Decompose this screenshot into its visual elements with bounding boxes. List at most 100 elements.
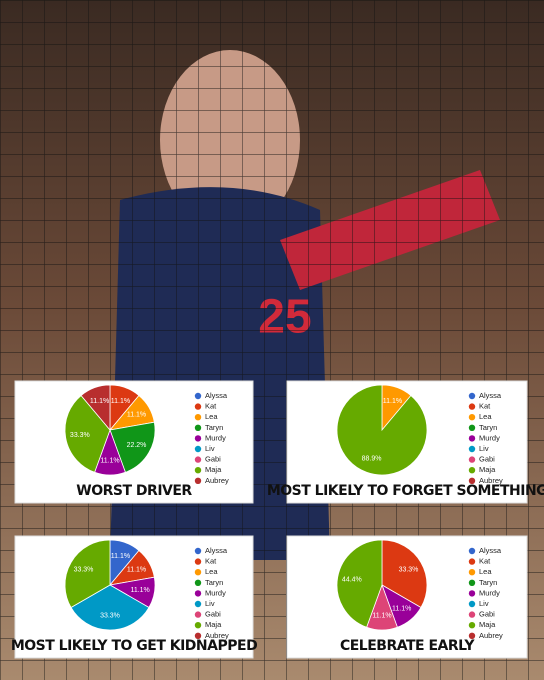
slice-label: 11.1%: [392, 605, 411, 612]
legend-swatch: [194, 477, 202, 484]
legend-swatch: [194, 632, 202, 639]
slice-label: 33.3%: [399, 567, 419, 574]
legend-swatch: [468, 600, 476, 608]
slice-label: 11.1%: [383, 398, 402, 405]
legend-swatch: [194, 579, 202, 586]
slice-label: 11.1%: [127, 567, 146, 574]
legend-swatch: [194, 558, 202, 565]
legend-swatch: [194, 622, 202, 629]
slice-label: 11.1%: [111, 553, 130, 560]
chart-title: WORST DRIVER: [76, 483, 192, 499]
legend-label: Alyssa: [479, 391, 502, 400]
chart-card: 11.1%88.9%AlyssaKatLeaTarynMurdyLivGabiM…: [267, 380, 544, 504]
pie-slice: [70, 584, 150, 631]
legend-label: Kat: [205, 557, 217, 566]
legend-label: Murdy: [205, 433, 226, 442]
chart-card: 11.1%11.1%22.2%11.1%33.3%11.1%AlyssaKatL…: [14, 380, 254, 504]
legend-swatch: [468, 435, 476, 442]
legend-swatch: [468, 579, 476, 586]
legend-label: Kat: [479, 402, 491, 411]
legend-swatch: [468, 477, 476, 484]
pie-slice: [336, 384, 428, 476]
legend-label: Kat: [479, 557, 491, 566]
legend-swatch: [468, 414, 476, 421]
pie-slice: [80, 384, 111, 432]
legend-label: Murdy: [205, 588, 226, 597]
legend-label: Aubrey: [479, 631, 503, 640]
legend-swatch: [194, 435, 202, 442]
legend-swatch: [468, 547, 476, 555]
slice-label: 11.1%: [111, 398, 130, 405]
legend-swatch: [468, 558, 476, 565]
legend-swatch: [468, 392, 476, 400]
legend-swatch: [468, 590, 476, 597]
legend-label: Aubrey: [205, 631, 229, 640]
chart-title: CELEBRATE EARLY: [340, 638, 475, 654]
legend-swatch: [194, 414, 202, 421]
legend-swatch: [468, 403, 476, 410]
legend-swatch: [468, 445, 476, 453]
legend-swatch: [194, 392, 202, 400]
slice-label: 22.2%: [127, 442, 147, 449]
chart-title: MOST LIKELY TO GET KIDNAPPED: [11, 638, 257, 654]
slice-label: 33.3%: [70, 432, 90, 439]
legend-swatch: [194, 467, 202, 474]
legend-label: Gabi: [479, 455, 495, 464]
legend-label: Aubrey: [205, 476, 229, 485]
legend-swatch: [194, 547, 202, 555]
chart-title: MOST LIKELY TO FORGET SOMETHING: [267, 483, 544, 499]
slice-label: 11.1%: [130, 587, 149, 594]
legend-swatch: [194, 445, 202, 453]
pie-slice: [381, 539, 428, 609]
legend-label: Liv: [205, 444, 215, 453]
legend-label: Lea: [205, 567, 218, 576]
charts: 11.1%11.1%22.2%11.1%33.3%11.1%AlyssaKatL…: [11, 380, 544, 659]
legend-label: Gabi: [205, 455, 221, 464]
legend-label: Lea: [479, 567, 492, 576]
legend-swatch: [468, 611, 476, 618]
legend-label: Maja: [479, 620, 496, 629]
legend-label: Maja: [205, 620, 222, 629]
legend-swatch: [194, 600, 202, 608]
legend-label: Alyssa: [205, 391, 228, 400]
pie-slice: [336, 539, 383, 628]
legend-label: Aubrey: [479, 476, 503, 485]
legend-label: Liv: [479, 444, 489, 453]
legend-swatch: [468, 632, 476, 639]
legend-swatch: [194, 456, 202, 463]
legend-label: Maja: [205, 465, 222, 474]
legend-label: Liv: [479, 599, 489, 608]
slice-label: 33.3%: [74, 567, 94, 574]
legend-swatch: [468, 424, 476, 431]
legend-swatch: [468, 569, 476, 576]
legend-label: Taryn: [205, 423, 223, 432]
legend-label: Taryn: [205, 578, 223, 587]
legend-swatch: [194, 424, 202, 431]
legend-swatch: [194, 569, 202, 576]
legend-swatch: [468, 467, 476, 474]
legend-swatch: [468, 456, 476, 463]
slice-label: 33.3%: [100, 612, 120, 619]
legend-label: Gabi: [479, 610, 495, 619]
legend-label: Murdy: [479, 588, 500, 597]
legend-label: Liv: [205, 599, 215, 608]
slice-label: 88.9%: [362, 456, 382, 463]
legend-label: Alyssa: [205, 546, 228, 555]
legend-swatch: [194, 611, 202, 618]
slice-label: 44.4%: [342, 577, 362, 584]
legend-label: Alyssa: [479, 546, 502, 555]
slice-label: 11.1%: [90, 398, 109, 405]
slice-label: 11.1%: [127, 412, 146, 419]
legend-label: Gabi: [205, 610, 221, 619]
legend-swatch: [194, 590, 202, 597]
slice-label: 11.1%: [372, 612, 391, 619]
legend-label: Taryn: [479, 423, 497, 432]
pie-slice: [64, 539, 111, 609]
legend-swatch: [468, 622, 476, 629]
legend-label: Kat: [205, 402, 217, 411]
legend-swatch: [194, 403, 202, 410]
pie-slice: [64, 394, 111, 473]
